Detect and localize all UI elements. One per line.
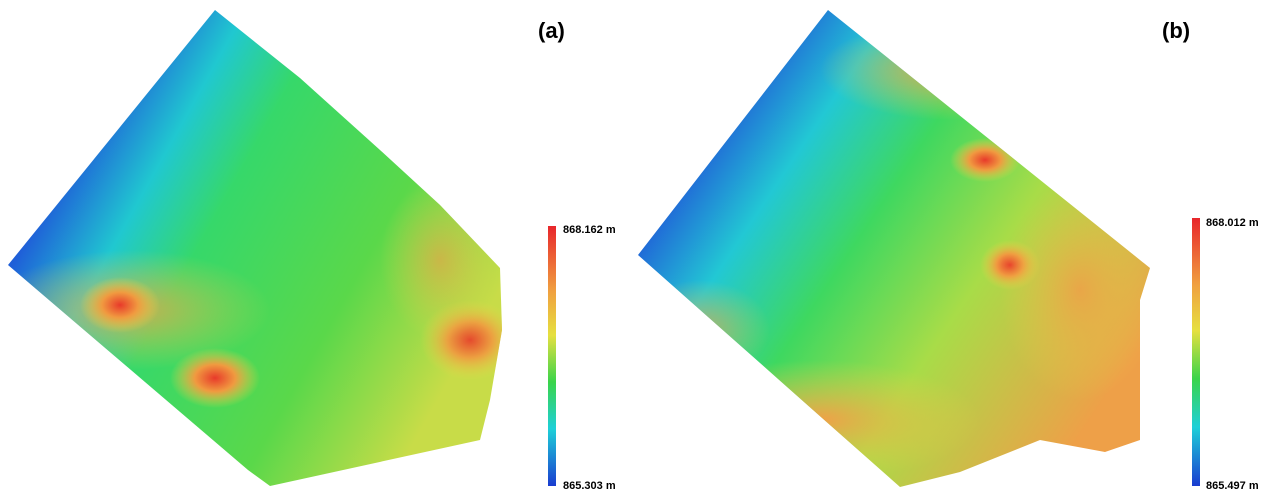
elevation-map-a <box>0 0 520 495</box>
colorbar-max-label: 868.162 m <box>563 224 616 236</box>
colorbar <box>1192 218 1200 486</box>
panel-label: (a) <box>538 18 565 43</box>
elevation-map-b <box>630 0 1160 495</box>
colorbar-max-label: 868.012 m <box>1206 217 1259 229</box>
figure: (a) (b) 868.162 m 865.303 m 868.012 m 86… <box>0 0 1274 495</box>
panel-label: (b) <box>1162 18 1190 43</box>
colorbar-min-label: 865.497 m <box>1206 480 1259 492</box>
colorbar-min-label: 865.303 m <box>563 480 616 492</box>
colorbar <box>548 226 556 486</box>
